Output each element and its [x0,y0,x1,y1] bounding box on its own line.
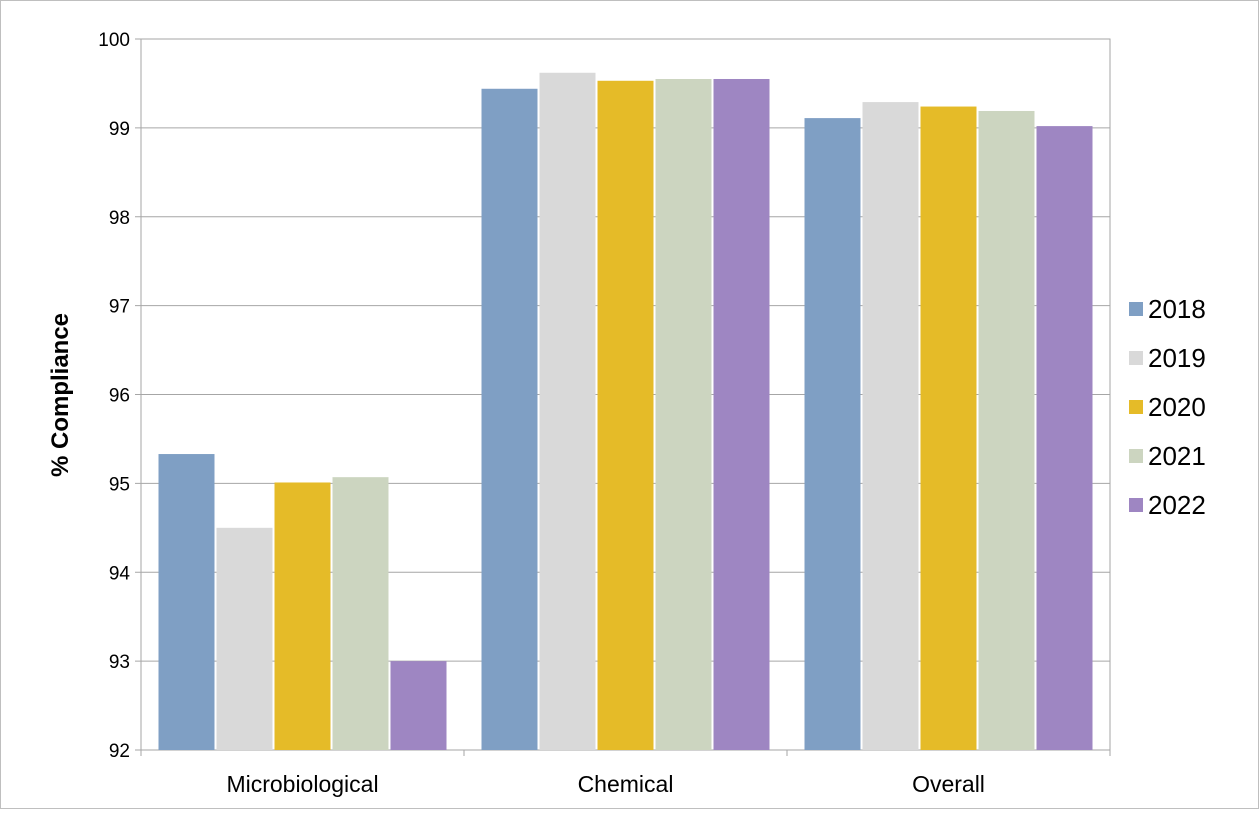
legend-label-2020: 2020 [1148,392,1206,422]
bar-2021-overall [978,110,1035,750]
x-category-label: Microbiological [226,771,378,797]
legend-swatch-2022 [1129,498,1143,512]
y-tick-label: 94 [109,563,131,584]
y-tick-label: 95 [109,474,130,495]
legend-swatch-2021 [1129,449,1143,463]
bar-2021-microbiological [332,477,389,750]
axes: 92 93 94 95 96 97 98 99 100 Microbiological Chemic… [98,30,1111,797]
x-category-label: Overall [912,771,985,797]
bar-2018-chemical [481,88,538,750]
bars [158,72,1093,751]
bar-2019-overall [862,102,919,750]
legend-label-2021: 2021 [1148,441,1206,471]
legend-swatch-2019 [1129,351,1143,365]
bar-2020-overall [920,106,977,751]
x-category-label: Chemical [578,771,674,797]
y-tick-label: 96 [109,386,130,407]
y-tick-label: 92 [109,741,130,762]
bar-2022-microbiological [390,661,447,750]
legend-swatch-2018 [1129,302,1143,316]
y-tick-label: 97 [109,297,130,318]
bar-2020-chemical [597,80,654,751]
legend: 2018 2019 2020 2021 2022 [1129,294,1206,520]
legend-label-2018: 2018 [1148,294,1206,324]
y-axis-title: % Compliance [47,313,74,477]
bar-2018-microbiological [158,454,215,750]
bar-2021-chemical [655,78,712,750]
y-tick-label: 93 [109,652,130,673]
bar-2020-microbiological [274,482,331,750]
bar-2019-microbiological [216,527,273,750]
bar-2019-chemical [539,72,596,750]
legend-label-2022: 2022 [1148,490,1206,520]
legend-swatch-2020 [1129,400,1143,414]
bar-2022-chemical [713,78,770,750]
bar-2022-overall [1036,126,1093,750]
y-tick-label: 99 [109,119,130,140]
y-tick-label: 98 [109,208,130,229]
legend-label-2019: 2019 [1148,343,1206,373]
bar-2018-overall [804,118,861,750]
y-tick-label: 100 [98,30,130,51]
